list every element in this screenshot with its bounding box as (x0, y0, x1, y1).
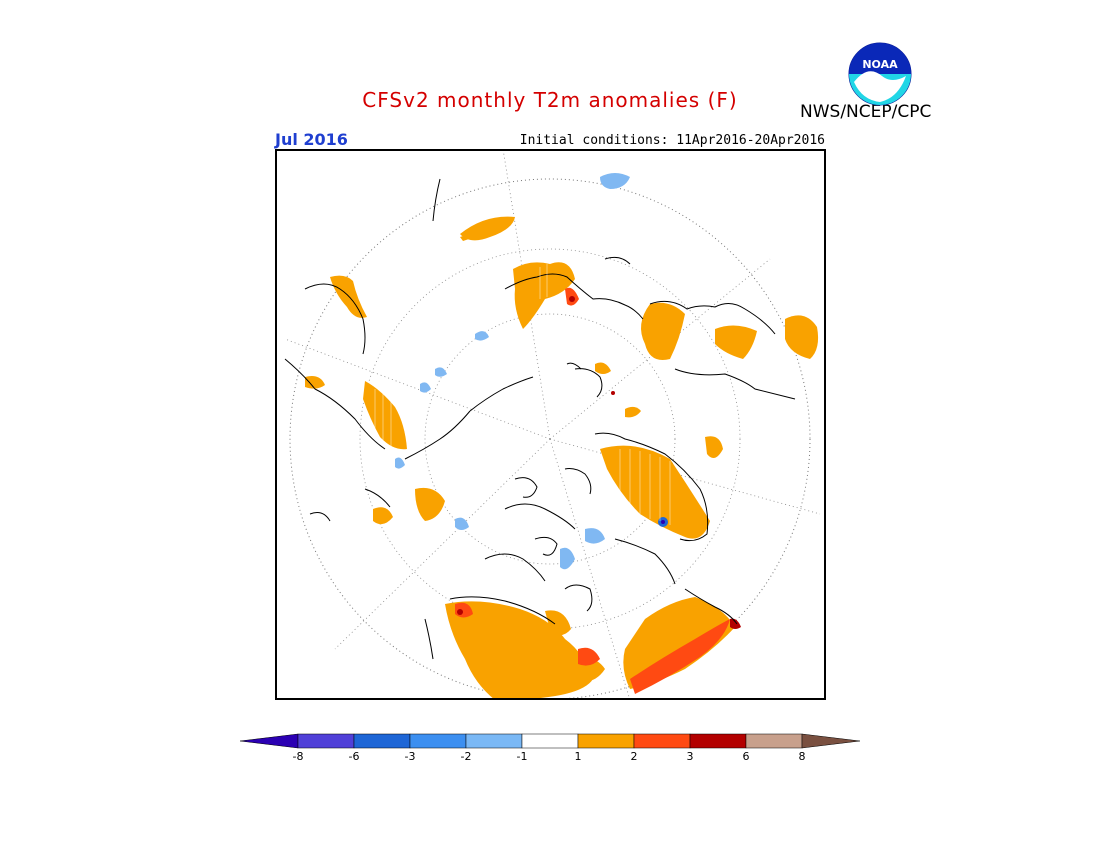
legend-bin (577, 733, 635, 749)
legend-bin (465, 733, 523, 749)
map-title: CFSv2 monthly T2m anomalies (F) (362, 88, 738, 112)
legend-label: 8 (799, 750, 806, 763)
legend-label: -3 (405, 750, 416, 763)
legend-bin (521, 733, 579, 749)
initial-conditions: Initial conditions: 11Apr2016-20Apr2016 (519, 133, 825, 148)
legend-label: 1 (575, 750, 582, 763)
very-warm-regions (457, 296, 741, 629)
legend-bin (409, 733, 467, 749)
legend-bin (297, 733, 355, 749)
cool-anomaly-regions (395, 173, 630, 570)
strong-cool-spot (658, 517, 668, 527)
legend-label: -2 (461, 750, 472, 763)
coastlines (284, 178, 796, 660)
legend-labels: -8 -6 -3 -2 -1 1 2 3 6 8 (293, 750, 806, 763)
legend-bin (689, 733, 747, 749)
graticule (284, 149, 821, 700)
legend-bin (745, 733, 803, 749)
legend-label: 2 (631, 750, 638, 763)
legend-bin (633, 733, 691, 749)
legend-label: -8 (293, 750, 304, 763)
map-frame (275, 149, 826, 700)
agency-label: NWS/NCEP/CPC (800, 102, 932, 122)
legend-label: 6 (743, 750, 750, 763)
legend-label: -1 (517, 750, 528, 763)
forecast-month: Jul 2016 (275, 130, 348, 149)
legend-arrow-low (239, 733, 299, 749)
anomaly-map (275, 149, 826, 700)
legend-bin (353, 733, 411, 749)
legend-label: -6 (349, 750, 360, 763)
legend-arrow-high (801, 733, 861, 749)
hatching (374, 264, 671, 525)
logo-text: NOAA (862, 58, 898, 71)
legend-bins (239, 733, 861, 749)
legend-label: 3 (687, 750, 694, 763)
color-legend: -8 -6 -3 -2 -1 1 2 3 6 8 (239, 733, 861, 763)
warm-anomaly-regions (305, 216, 819, 700)
noaa-logo: NOAA (848, 42, 912, 106)
